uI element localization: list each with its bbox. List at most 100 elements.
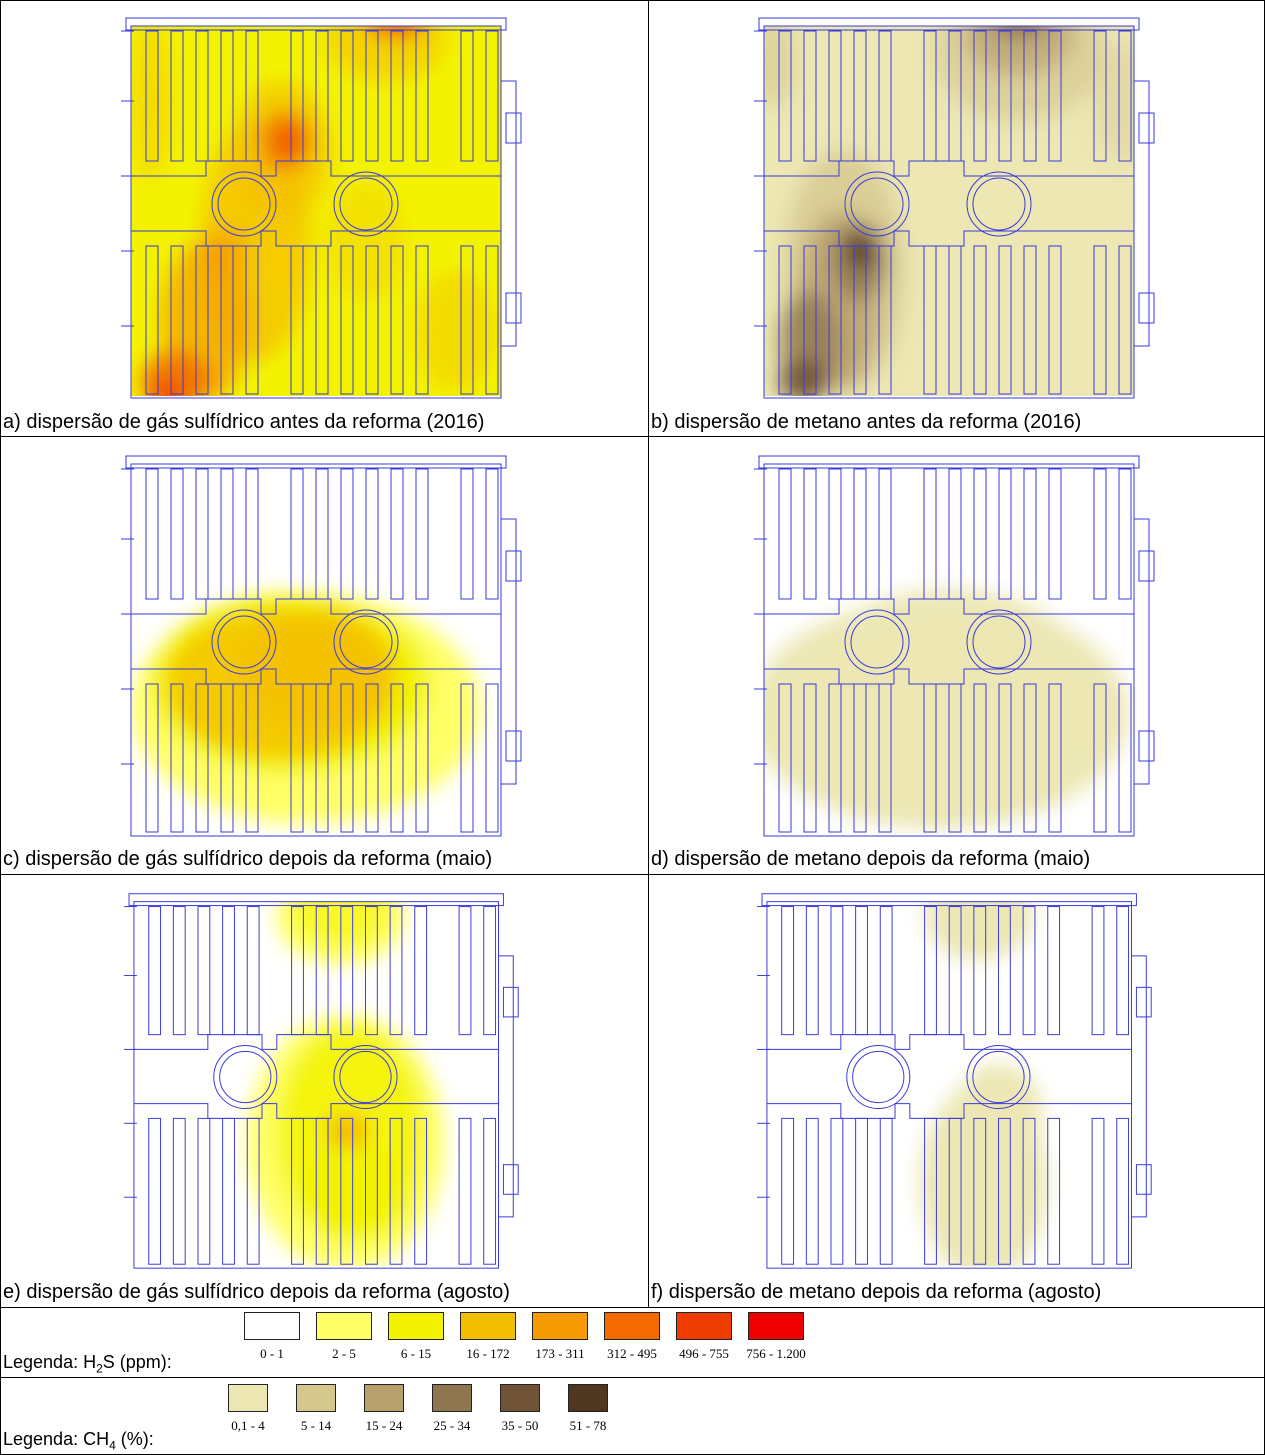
pen-stall bbox=[855, 906, 868, 1036]
tank-inner bbox=[972, 615, 1026, 669]
tank bbox=[333, 609, 399, 675]
pen-stall bbox=[340, 468, 354, 600]
ch4-legend-range: 35 - 50 bbox=[501, 1418, 539, 1433]
floor-plan-ch4-2016 bbox=[754, 3, 1155, 399]
pen-stall bbox=[290, 468, 304, 600]
pen-stall bbox=[1093, 245, 1107, 395]
pen-stall bbox=[415, 245, 429, 395]
pen-stall bbox=[458, 906, 472, 1036]
concentration-contour bbox=[367, 26, 425, 39]
tank-inner bbox=[972, 177, 1026, 231]
pen-stall bbox=[778, 245, 792, 395]
floor-plan-h2s-maio bbox=[121, 455, 522, 837]
building-wall bbox=[133, 901, 499, 1269]
panel-caption: e) dispersão de gás sulfídrico depois da… bbox=[3, 1281, 510, 1303]
concentration-plume bbox=[764, 589, 1129, 829]
annex-box bbox=[1135, 1164, 1152, 1195]
pen-stall bbox=[830, 906, 844, 1036]
roof-edge bbox=[125, 17, 507, 31]
floor-plan-h2s-agosto bbox=[124, 893, 519, 1269]
pen-stall bbox=[172, 1117, 186, 1265]
ch4-legend-range: 51 - 78 bbox=[569, 1418, 607, 1433]
pen-stall bbox=[997, 1117, 1011, 1265]
pen-stall bbox=[458, 1117, 472, 1265]
pen-stall bbox=[803, 30, 817, 162]
pen-stall bbox=[879, 906, 893, 1036]
pen-stall bbox=[220, 468, 234, 600]
pen-stall bbox=[853, 468, 867, 600]
tank bbox=[211, 171, 277, 237]
pen-stall bbox=[390, 468, 404, 600]
h2s-legend-range: 0 - 1 bbox=[260, 1346, 284, 1361]
pen-stall bbox=[973, 468, 987, 600]
concentration-contour bbox=[990, 26, 1048, 39]
pen-stall bbox=[803, 683, 817, 833]
concentration-contour bbox=[148, 382, 184, 396]
pen-stall bbox=[1116, 906, 1130, 1036]
tank bbox=[966, 609, 1032, 675]
building-wall bbox=[766, 901, 1132, 1269]
annex-box bbox=[502, 986, 519, 1018]
concentration-contour bbox=[964, 26, 1074, 76]
annex-box bbox=[505, 730, 522, 762]
pen-stall bbox=[1118, 245, 1132, 395]
h2s-legend-range: 2 - 5 bbox=[332, 1346, 356, 1361]
side-annex bbox=[501, 518, 517, 785]
roof-edge bbox=[128, 893, 504, 907]
grid-line bbox=[0, 436, 1265, 437]
tank bbox=[966, 171, 1032, 237]
panel-caption: d) dispersão de metano depois da reforma… bbox=[651, 848, 1091, 870]
concentration-contour bbox=[141, 351, 211, 396]
pen-stall bbox=[365, 30, 379, 162]
roof-edge bbox=[758, 455, 1140, 469]
pen-stall bbox=[483, 906, 497, 1036]
pen-stall bbox=[340, 245, 354, 395]
pen-stall bbox=[1023, 683, 1037, 833]
pen-stall bbox=[390, 683, 404, 833]
pen-stall bbox=[828, 30, 842, 162]
h2s-legend-swatch bbox=[748, 1312, 804, 1340]
floor-plan-ch4-maio bbox=[754, 455, 1155, 837]
side-annex bbox=[1134, 518, 1150, 785]
annex-box bbox=[502, 1164, 519, 1195]
pen-stall bbox=[1048, 245, 1062, 395]
tank-inner bbox=[217, 615, 271, 669]
pen-stall bbox=[998, 245, 1012, 395]
tank-inner bbox=[339, 615, 393, 669]
pen-stall bbox=[365, 468, 379, 600]
annex-box bbox=[505, 112, 522, 144]
tank bbox=[211, 609, 277, 675]
pen-stall bbox=[315, 468, 329, 600]
h2s-legend-swatch bbox=[460, 1312, 516, 1340]
annex-box bbox=[1135, 986, 1152, 1018]
h2s-legend-swatch bbox=[532, 1312, 588, 1340]
grid-line bbox=[0, 874, 1265, 875]
pen-stall bbox=[170, 468, 184, 600]
pen-stall bbox=[390, 30, 404, 162]
pen-stall bbox=[340, 1117, 354, 1265]
corridor bbox=[131, 160, 501, 247]
concentration-contour bbox=[1007, 3, 1031, 19]
pen-stall bbox=[1116, 1117, 1130, 1265]
pen-stall bbox=[778, 683, 792, 833]
pen-stall bbox=[460, 245, 474, 395]
pen-stall bbox=[195, 468, 209, 600]
pen-stall bbox=[998, 468, 1012, 600]
tank-inner bbox=[217, 177, 271, 231]
pen-stall bbox=[973, 683, 987, 833]
pen-stall bbox=[1047, 1117, 1061, 1265]
tank-inner bbox=[850, 615, 904, 669]
pen-stall bbox=[973, 30, 987, 162]
concentration-contour bbox=[764, 26, 796, 106]
corridor bbox=[766, 1034, 1132, 1119]
building-wall bbox=[130, 463, 502, 837]
pen-stall bbox=[483, 1117, 497, 1265]
annex-box bbox=[1138, 550, 1155, 582]
building-outline bbox=[124, 893, 519, 1269]
pen-stall bbox=[460, 30, 474, 162]
pen-stall bbox=[828, 245, 842, 395]
concentration-contour bbox=[954, 1064, 1043, 1163]
concentration-contour bbox=[847, 233, 875, 269]
building-wall bbox=[763, 463, 1135, 837]
